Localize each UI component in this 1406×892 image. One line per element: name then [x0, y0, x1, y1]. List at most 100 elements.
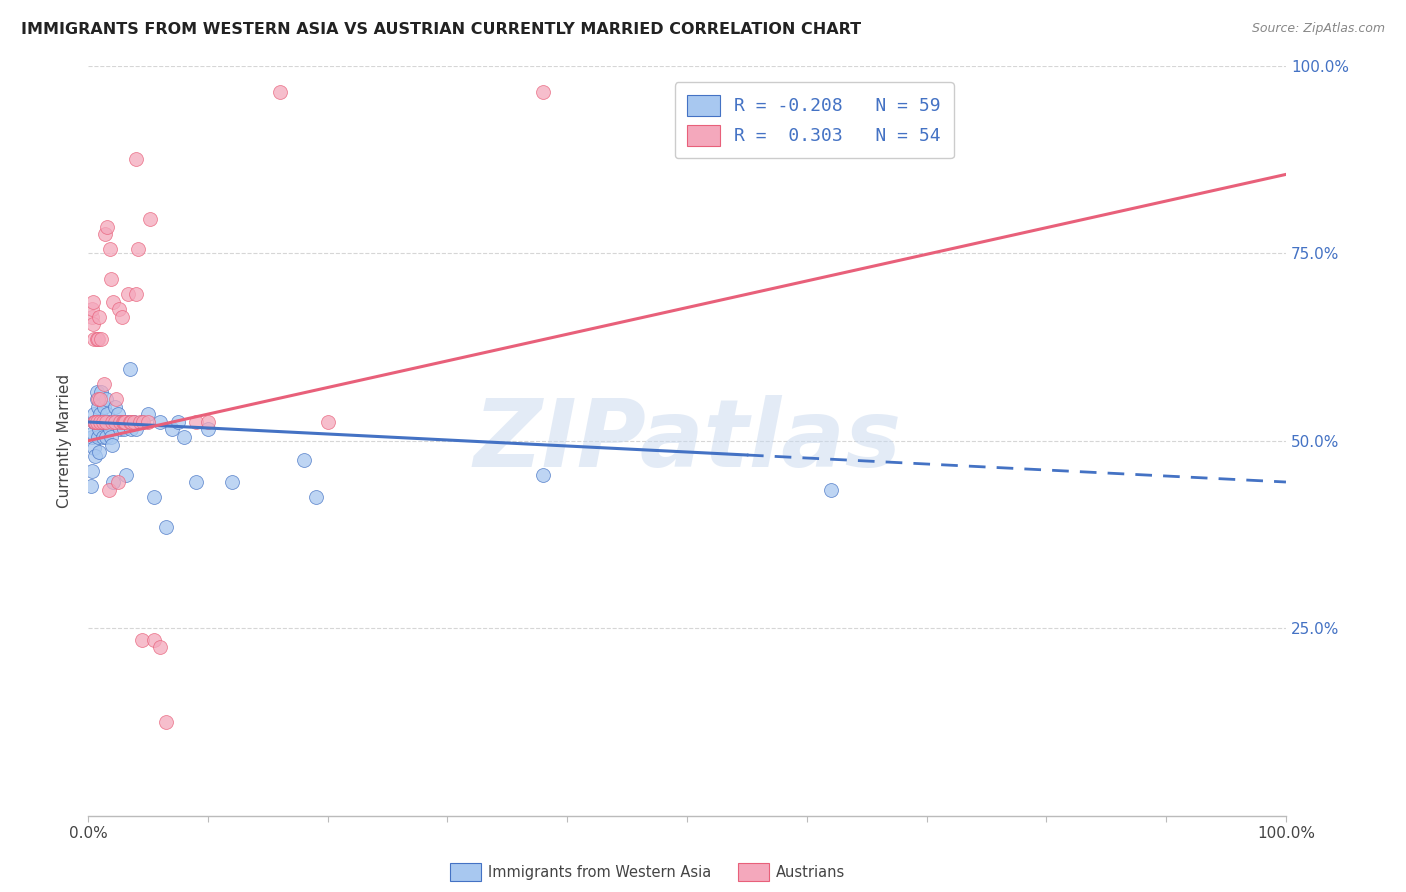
Point [82, 295, 104, 310]
Point [97, 415, 120, 429]
Point [96, 408, 118, 422]
Point [167, 415, 190, 429]
Point [86, 384, 108, 399]
Point [108, 302, 131, 317]
Point [122, 415, 145, 429]
Point [143, 632, 166, 647]
Point [91, 430, 114, 444]
Point [80, 464, 103, 478]
Point [83, 415, 105, 429]
Point [136, 415, 159, 429]
Point [84, 449, 107, 463]
Point [111, 310, 134, 324]
Point [131, 415, 153, 429]
Point [120, 415, 142, 429]
Point [103, 475, 125, 489]
Point [94, 227, 117, 242]
Point [143, 490, 166, 504]
Point [108, 415, 131, 429]
Point [316, 415, 339, 429]
Point [89, 408, 111, 422]
Point [104, 392, 127, 407]
Point [292, 452, 315, 467]
Point [128, 415, 150, 429]
Point [149, 640, 172, 654]
Point [82, 426, 104, 441]
Point [83, 442, 105, 456]
Point [122, 415, 145, 429]
Point [89, 392, 111, 407]
Point [83, 333, 105, 347]
Text: Austrians: Austrians [776, 865, 845, 880]
Point [80, 430, 103, 444]
Point [110, 422, 132, 436]
Point [91, 415, 114, 429]
Point [84, 415, 107, 429]
Point [117, 415, 139, 429]
Point [98, 243, 121, 257]
Point [155, 715, 177, 730]
Point [149, 415, 172, 429]
Point [139, 212, 162, 227]
Point [120, 422, 142, 436]
Point [87, 445, 110, 459]
Point [93, 377, 115, 392]
Point [115, 467, 138, 482]
Point [83, 408, 105, 422]
Point [93, 400, 115, 414]
Point [114, 415, 136, 429]
Point [101, 437, 124, 451]
Point [94, 415, 117, 429]
Point [221, 475, 243, 489]
Point [80, 310, 103, 324]
Point [87, 400, 110, 414]
Point [100, 272, 122, 286]
Point [120, 362, 142, 376]
Point [90, 333, 112, 347]
Point [112, 415, 135, 429]
Point [110, 415, 132, 429]
Point [107, 408, 129, 422]
Point [97, 483, 120, 497]
Text: Source: ZipAtlas.com: Source: ZipAtlas.com [1251, 22, 1385, 36]
Point [86, 392, 108, 407]
Point [269, 85, 291, 99]
Point [87, 430, 110, 444]
Legend: R = -0.208   N = 59, R =  0.303   N = 54: R = -0.208 N = 59, R = 0.303 N = 54 [675, 82, 953, 158]
Point [173, 430, 195, 444]
Point [820, 483, 842, 497]
Point [94, 430, 117, 444]
Text: IMMIGRANTS FROM WESTERN ASIA VS AUSTRIAN CURRENTLY MARRIED CORRELATION CHART: IMMIGRANTS FROM WESTERN ASIA VS AUSTRIAN… [21, 22, 862, 37]
Point [96, 219, 118, 234]
Point [132, 415, 155, 429]
Text: ZIPatlas: ZIPatlas [472, 395, 901, 487]
Point [531, 467, 554, 482]
Point [82, 318, 104, 332]
Point [87, 333, 110, 347]
Point [127, 243, 149, 257]
Point [103, 400, 125, 414]
Point [84, 415, 107, 429]
Point [197, 415, 219, 429]
Point [111, 415, 134, 429]
Point [90, 384, 112, 399]
Point [87, 310, 110, 324]
Point [136, 408, 159, 422]
Point [89, 415, 111, 429]
Point [125, 422, 148, 436]
Point [100, 430, 122, 444]
Point [111, 415, 134, 429]
Point [184, 475, 207, 489]
Point [89, 415, 111, 429]
Point [86, 333, 108, 347]
Point [80, 302, 103, 317]
Point [87, 422, 110, 436]
Point [98, 422, 121, 436]
Point [103, 295, 125, 310]
Point [160, 422, 183, 436]
Point [91, 415, 114, 429]
Point [120, 415, 142, 429]
Point [531, 85, 554, 99]
Point [125, 153, 148, 167]
Text: Immigrants from Western Asia: Immigrants from Western Asia [488, 865, 711, 880]
